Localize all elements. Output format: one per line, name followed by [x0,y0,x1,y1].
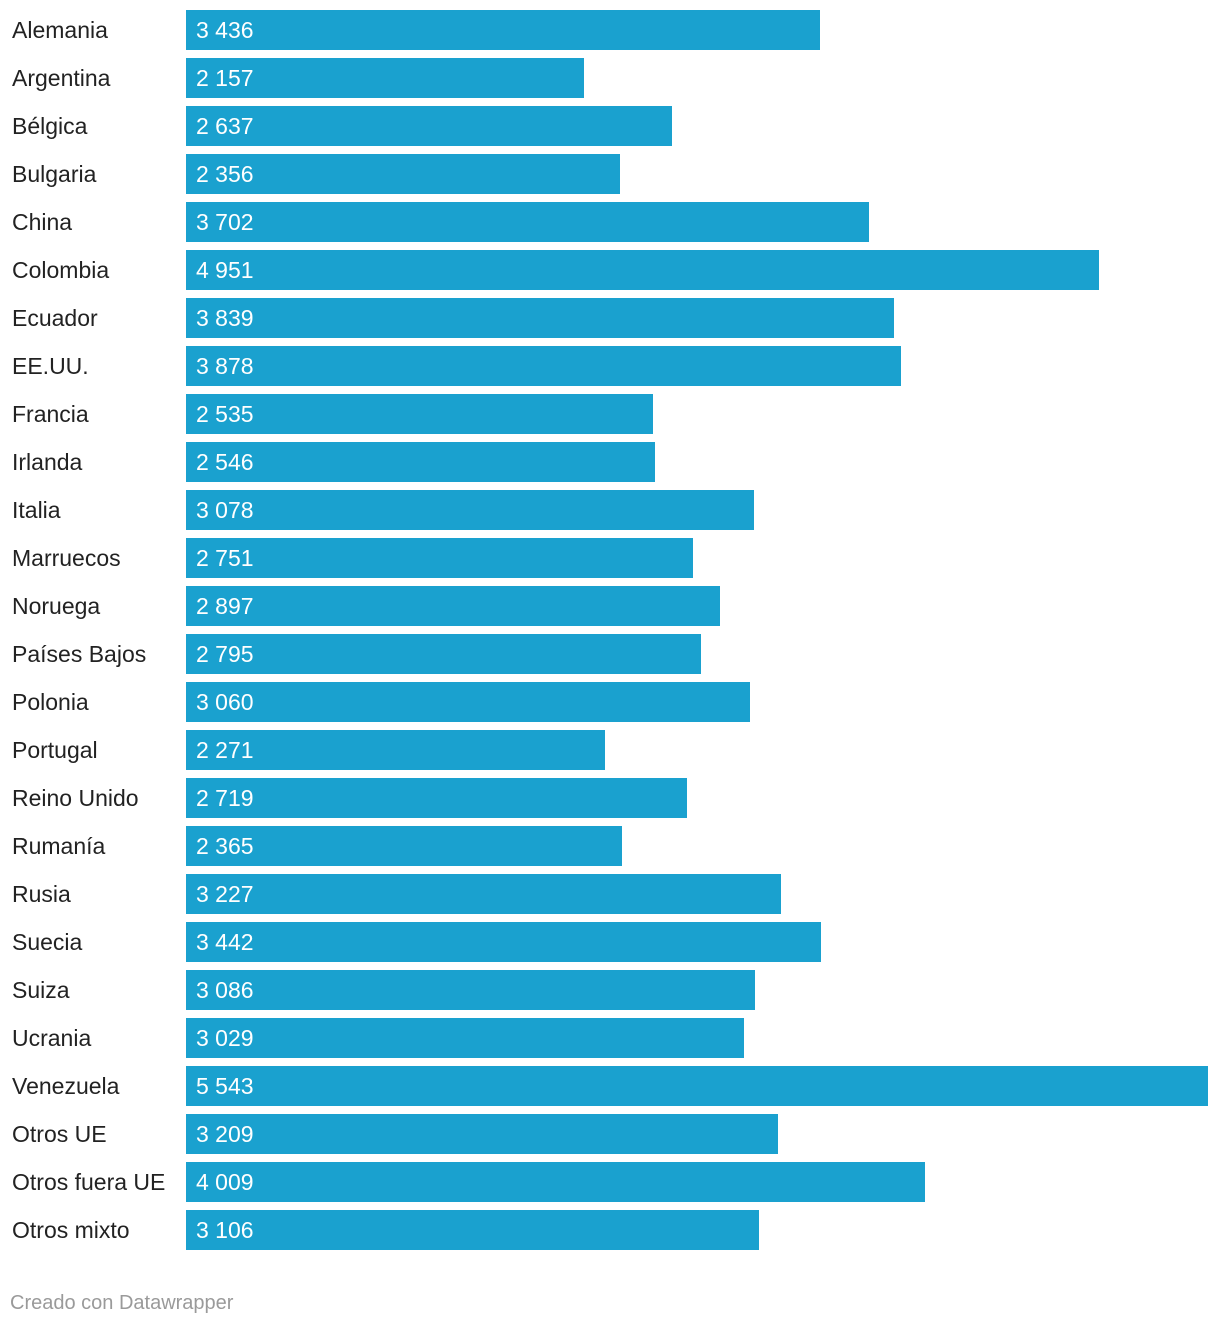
bar-value-label: 2 157 [196,65,254,91]
category-label: Bélgica [12,113,88,139]
bar [186,1018,745,1058]
bar-value-label: 4 009 [196,1169,254,1195]
bar-value-label: 3 086 [196,977,254,1003]
category-label: Italia [12,497,61,523]
category-label: China [12,209,73,235]
bar [186,1162,926,1202]
category-label: Irlanda [12,449,83,475]
bar [186,346,901,386]
bar [186,1066,1208,1106]
bar [186,202,869,242]
bar [186,538,694,578]
category-label: Otros UE [12,1121,107,1147]
bar [186,826,623,866]
category-label: Suiza [12,977,70,1003]
bar-value-label: 3 702 [196,209,254,235]
bar-value-label: 2 795 [196,641,254,667]
bar [186,394,654,434]
category-label: Venezuela [12,1073,120,1099]
bar-value-label: 3 029 [196,1025,254,1051]
category-label: Bulgaria [12,161,97,187]
category-label: Noruega [12,593,101,619]
bar [186,586,721,626]
bar-value-label: 3 227 [196,881,254,907]
category-label: Colombia [12,257,110,283]
bar [186,922,821,962]
category-label: Otros fuera UE [12,1169,166,1195]
category-label: Reino Unido [12,785,139,811]
category-label: Marruecos [12,545,121,571]
bar-value-label: 3 106 [196,1217,254,1243]
category-label: Argentina [12,65,111,91]
footer-credit: Creado con Datawrapper [10,1292,234,1314]
bar [186,490,754,530]
bar [186,10,820,50]
bar-value-label: 2 719 [196,785,254,811]
bar [186,154,621,194]
category-label: Otros mixto [12,1217,130,1243]
bar-value-label: 2 356 [196,161,254,187]
category-label: Rumanía [12,833,106,859]
bar-chart: Alemania 3 436 Argentina 2 157 Bélgica 2 637 B… [12,10,1208,1250]
bar-value-label: 2 751 [196,545,254,571]
bar-value-label: 2 271 [196,737,254,763]
bar-value-label: 2 535 [196,401,254,427]
bar [186,730,605,770]
bar-value-label: 3 878 [196,353,254,379]
bar-value-label: 3 839 [196,305,254,331]
category-label: Países Bajos [12,641,147,667]
category-label: Polonia [12,689,89,715]
category-label: Ucrania [12,1025,92,1051]
bar [186,250,1099,290]
bar [186,298,894,338]
category-label: EE.UU. [12,353,89,379]
bar [186,634,702,674]
bar-value-label: 3 078 [196,497,254,523]
bar [186,778,688,818]
bar-value-label: 3 436 [196,17,254,43]
bar [186,58,584,98]
bar [186,970,755,1010]
bar-value-label: 3 209 [196,1121,254,1147]
bar [186,442,656,482]
bar-value-label: 2 897 [196,593,254,619]
category-label: Portugal [12,737,98,763]
bar-value-label: 5 543 [196,1073,254,1099]
bar [186,1114,778,1154]
bar-value-label: 2 637 [196,113,254,139]
bar [186,682,751,722]
bar-value-label: 2 365 [196,833,254,859]
category-label: Alemania [12,17,108,43]
bar [186,874,781,914]
bar [186,106,673,146]
category-label: Ecuador [12,305,98,331]
category-label: Francia [12,401,89,427]
bar-value-label: 3 060 [196,689,254,715]
category-label: Rusia [12,881,71,907]
category-label: Suecia [12,929,83,955]
bar-value-label: 3 442 [196,929,254,955]
bar [186,1210,759,1250]
bar-value-label: 4 951 [196,257,254,283]
bar-value-label: 2 546 [196,449,254,475]
